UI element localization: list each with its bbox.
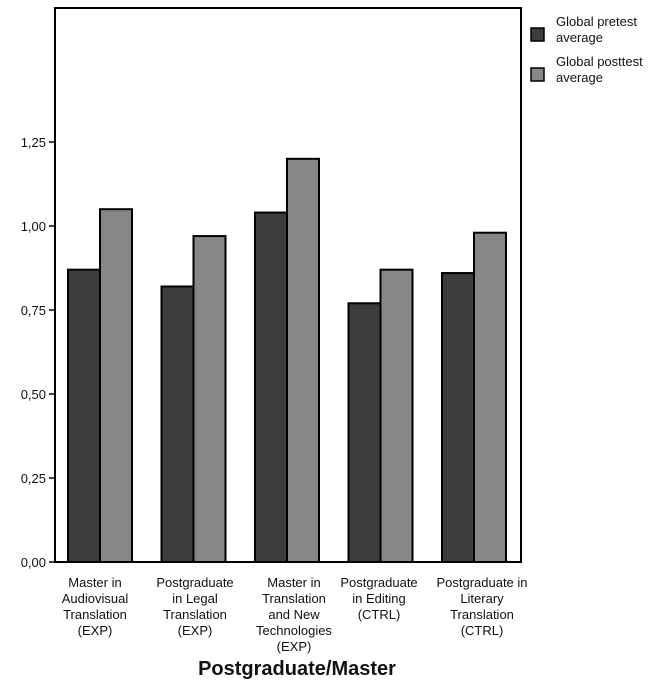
y-axis-ticks: 0,00 0,25 0,50 0,75 1,00 1,25: [21, 135, 55, 570]
bar-pretest: [67, 268, 101, 563]
legend-entry: Global posttest average: [556, 54, 643, 85]
y-tick-label: 0,25: [21, 471, 46, 486]
y-tick-label: 1,25: [21, 135, 46, 150]
legend-swatch: [530, 27, 545, 42]
category-label: Postgraduate in Literary Translation (CTRL): [436, 575, 527, 638]
y-tick-label: 0,50: [21, 387, 46, 402]
bar-posttest: [379, 268, 414, 563]
x-axis-title: Postgraduate/Master: [198, 658, 396, 680]
legend-swatch: [530, 67, 545, 82]
y-tick-label: 1,00: [21, 219, 46, 234]
legend-entry: Global pretest average: [556, 14, 637, 45]
bar-pretest: [441, 272, 475, 563]
legend: Global pretest average Global posttest aver…: [530, 14, 643, 85]
bar-pretest: [347, 302, 382, 563]
bar-pretest: [254, 211, 288, 563]
category-label: Master in Translation and New Technologies(…: [256, 575, 332, 654]
category-labels: Master in Audiovisual Translation (EXP) Post…: [62, 575, 528, 654]
bar-posttest: [99, 208, 133, 563]
y-tick-label: 0,75: [21, 303, 46, 318]
bars: [67, 157, 507, 564]
bar-posttest: [286, 157, 320, 564]
category-label: Master in Audiovisual Translation (EXP): [62, 575, 129, 638]
y-tick-label: 0,00: [21, 555, 46, 570]
category-label: Postgraduate in Legal Translation (EXP): [156, 575, 233, 638]
bar-pretest: [160, 285, 195, 563]
bar-posttest: [473, 231, 507, 563]
bar-posttest: [192, 235, 227, 564]
category-label: Postgraduate in Editing (CTRL): [340, 575, 417, 622]
